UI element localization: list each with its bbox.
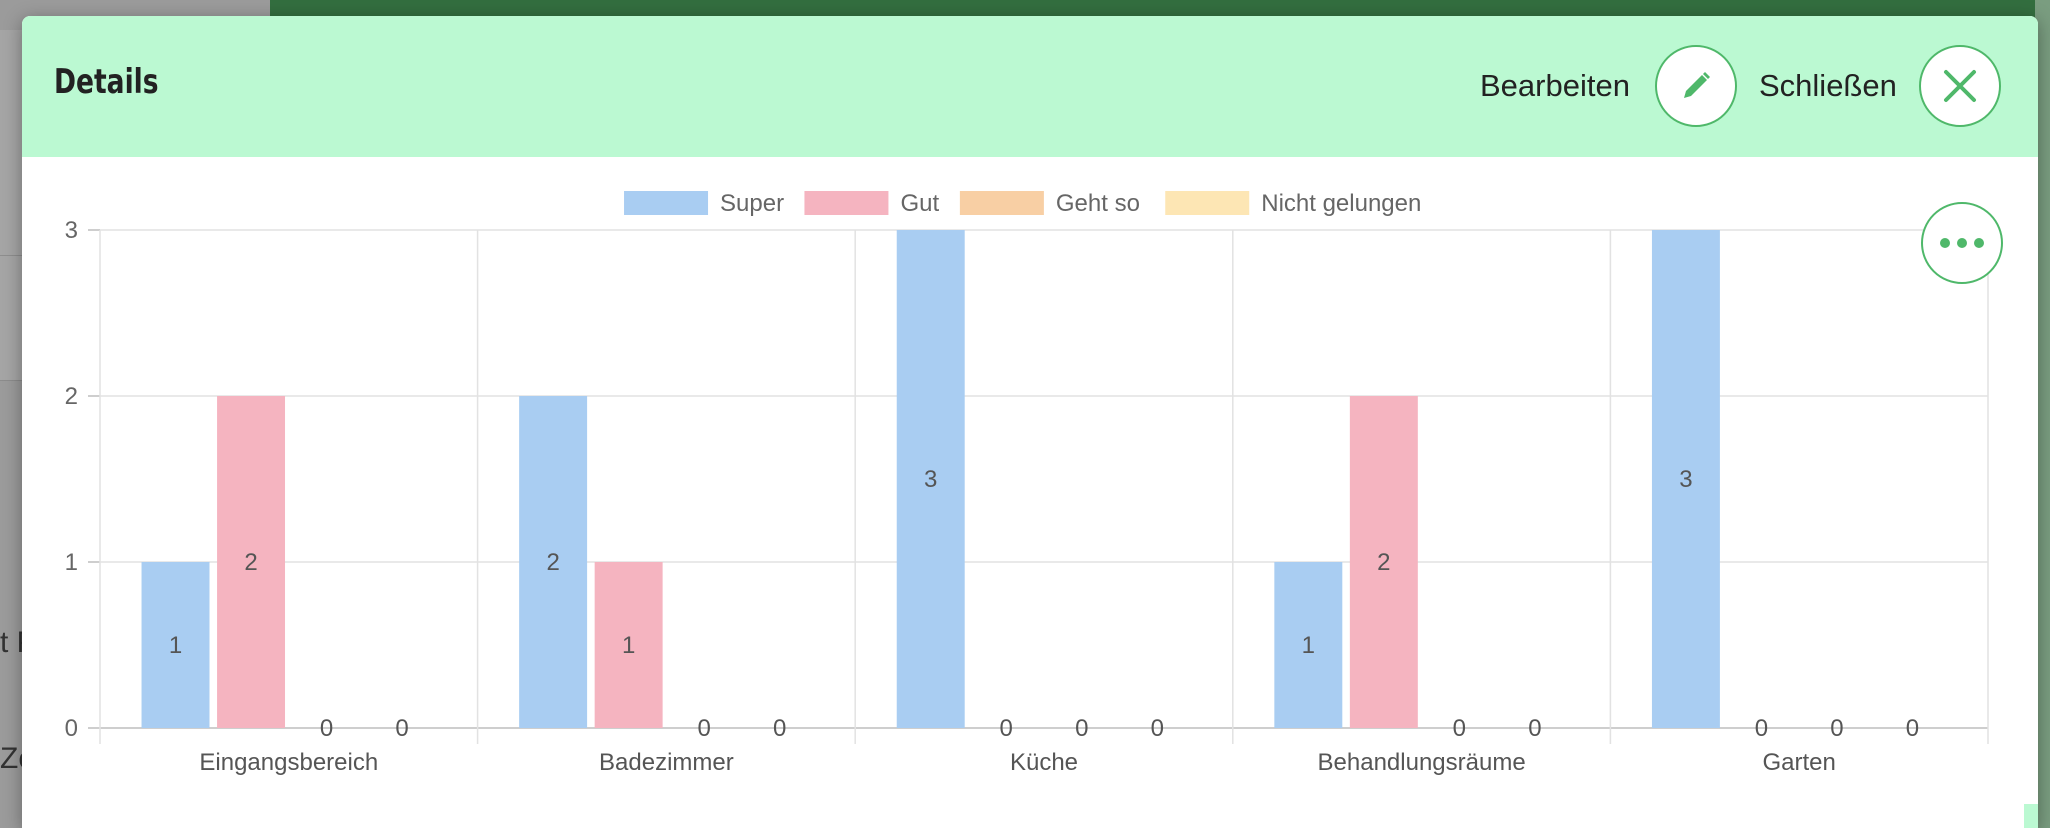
bar [1651, 230, 1720, 728]
details-modal: Details Bearbeiten Schließen 0 1 2 3 Eingang… [22, 16, 2038, 828]
y-tick-label: 1 [65, 549, 78, 576]
data-label: 0 [1000, 715, 1013, 742]
background-topbar [270, 0, 2050, 18]
bar [1349, 396, 1418, 728]
legend-swatch [804, 191, 889, 215]
legend-label: Nicht gelungen [1261, 190, 1421, 217]
close-icon [1943, 69, 1977, 103]
more-dots-icon [1939, 237, 1985, 249]
data-label: 1 [1302, 632, 1315, 659]
data-label: 0 [773, 715, 786, 742]
x-tick-label: Behandlungsräume [1318, 749, 1526, 776]
data-label: 3 [924, 466, 937, 493]
data-label: 0 [320, 715, 333, 742]
bar [141, 562, 210, 728]
data-label: 2 [546, 549, 559, 576]
legend-swatch [1165, 191, 1250, 215]
scrollbar-thumb[interactable] [2024, 804, 2038, 828]
x-tick-label: Küche [1010, 749, 1078, 776]
x-tick-label: Eingangsbereich [199, 749, 378, 776]
data-label: 1 [622, 632, 635, 659]
data-label: 3 [1679, 466, 1692, 493]
legend-swatch [624, 191, 709, 215]
data-label: 1 [169, 632, 182, 659]
chart-area: 0 1 2 3 Eingangsbereich Badezimmer Küche Behand… [22, 157, 2038, 828]
y-tick-label: 0 [65, 715, 78, 742]
legend-label: Geht so [1056, 190, 1140, 217]
modal-header: Details Bearbeiten Schließen [22, 16, 2038, 157]
data-label: 2 [244, 549, 257, 576]
legend-swatch [959, 191, 1044, 215]
data-label: 0 [1075, 715, 1088, 742]
data-label: 0 [1755, 715, 1768, 742]
data-label: 0 [1906, 715, 1919, 742]
legend-label: Super [720, 190, 784, 217]
legend-label: Gut [900, 190, 939, 217]
data-label: 0 [395, 715, 408, 742]
x-tick-label: Badezimmer [599, 749, 734, 776]
data-label: 0 [1528, 715, 1541, 742]
bar [594, 562, 663, 728]
modal-title: Details [54, 62, 159, 102]
close-button[interactable] [1919, 45, 2001, 127]
more-options-button[interactable] [1921, 202, 2003, 284]
bar [896, 230, 965, 728]
data-label: 0 [697, 715, 710, 742]
data-label: 0 [1151, 715, 1164, 742]
y-tick-label: 2 [65, 383, 78, 410]
edit-label[interactable]: Bearbeiten [1480, 68, 1630, 103]
data-label: 0 [1830, 715, 1843, 742]
x-tick-label: Garten [1763, 749, 1836, 776]
bar [217, 396, 286, 728]
y-tick-label: 3 [65, 217, 78, 244]
edit-button[interactable] [1655, 45, 1737, 127]
data-label: 0 [1453, 715, 1466, 742]
data-label: 2 [1377, 549, 1390, 576]
close-label[interactable]: Schließen [1759, 68, 1897, 103]
bar [1274, 562, 1343, 728]
bar [519, 396, 588, 728]
pencil-icon [1679, 69, 1713, 103]
background-right-edge [2035, 0, 2050, 828]
bar-chart: 0 1 2 3 Eingangsbereich Badezimmer Küche Behand… [65, 190, 1989, 776]
